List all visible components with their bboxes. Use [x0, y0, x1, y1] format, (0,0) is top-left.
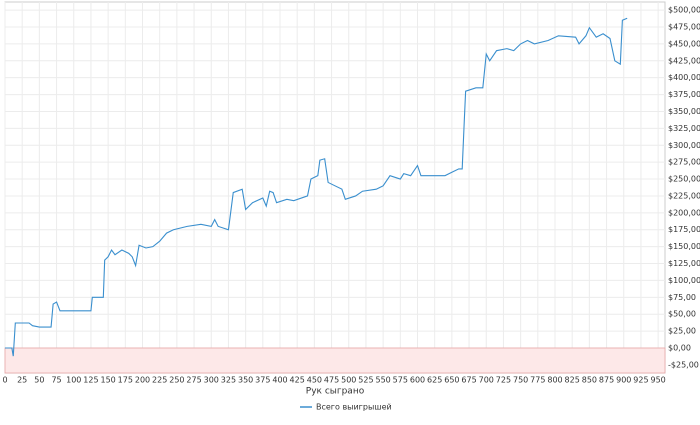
x-tick-label: 325: [221, 376, 236, 385]
y-tick-label: $50,00: [668, 310, 696, 319]
x-tick-label: 225: [152, 376, 167, 385]
x-tick-label: 425: [290, 376, 305, 385]
data-line: [5, 17, 628, 357]
x-tick-label: 550: [375, 376, 390, 385]
x-tick-label: 125: [83, 376, 98, 385]
y-tick-label: $225,00: [668, 191, 700, 200]
x-tick-label: 575: [393, 376, 408, 385]
x-tick-label: 50: [34, 376, 44, 385]
y-tick-label: $475,00: [668, 23, 700, 32]
x-tick-label: 750: [513, 376, 528, 385]
x-tick-label: 475: [324, 376, 339, 385]
x-tick-label: 100: [66, 376, 81, 385]
x-tick-label: 875: [599, 376, 614, 385]
y-tick-label: $400,00: [668, 73, 700, 82]
x-tick-label: 800: [547, 376, 562, 385]
x-tick-label: 625: [427, 376, 442, 385]
x-tick-label: 675: [461, 376, 476, 385]
x-tick-label: 825: [565, 376, 580, 385]
x-tick-label: 950: [650, 376, 665, 385]
y-tick-label: $150,00: [668, 242, 700, 251]
x-tick-label: 25: [17, 376, 27, 385]
y-tick-label: $350,00: [668, 107, 700, 116]
x-tick-label: 275: [186, 376, 201, 385]
x-tick-label: 600: [410, 376, 425, 385]
y-tick-label: $425,00: [668, 56, 700, 65]
x-tick-label: 900: [616, 376, 631, 385]
x-tick-label: 775: [530, 376, 545, 385]
x-tick-label: 375: [255, 376, 270, 385]
y-tick-label: $200,00: [668, 208, 700, 217]
y-tick-label: $100,00: [668, 276, 700, 285]
x-tick-label: 500: [341, 376, 356, 385]
negative-region: [4, 347, 666, 374]
y-tick-label: $75,00: [668, 293, 696, 302]
x-tick-label: 75: [51, 376, 61, 385]
x-tick-label: 150: [100, 376, 115, 385]
x-tick-label: 300: [204, 376, 219, 385]
x-tick-label: 525: [358, 376, 373, 385]
y-tick-label: $175,00: [668, 225, 700, 234]
y-tick-label: $325,00: [668, 124, 700, 133]
x-tick-label: 400: [272, 376, 287, 385]
y-tick-label: $500,00: [668, 6, 700, 15]
plot-area: [4, 1, 666, 374]
y-tick-label: -$25,00: [668, 360, 699, 369]
x-tick-label: 725: [496, 376, 511, 385]
x-tick-label: 850: [582, 376, 597, 385]
x-tick-label: 250: [169, 376, 184, 385]
y-tick-label: $250,00: [668, 175, 700, 184]
y-tick-label: $125,00: [668, 259, 700, 268]
y-tick-label: $375,00: [668, 90, 700, 99]
y-tick-label: $300,00: [668, 141, 700, 150]
x-tick-label: 450: [307, 376, 322, 385]
x-tick-label: 700: [479, 376, 494, 385]
x-tick-label: 350: [238, 376, 253, 385]
x-tick-label: 650: [444, 376, 459, 385]
x-tick-label: 175: [118, 376, 133, 385]
y-tick-label: $25,00: [668, 327, 696, 336]
legend-label: Всего выигрышей: [316, 403, 392, 412]
x-tick-label: 0: [2, 376, 7, 385]
x-tick-label: 200: [135, 376, 150, 385]
x-axis-label: Рук сыграно: [306, 387, 365, 397]
x-tick-label: 925: [633, 376, 648, 385]
y-tick-label: $450,00: [668, 39, 700, 48]
y-tick-label: $275,00: [668, 158, 700, 167]
y-tick-label: $0,00: [668, 343, 691, 352]
